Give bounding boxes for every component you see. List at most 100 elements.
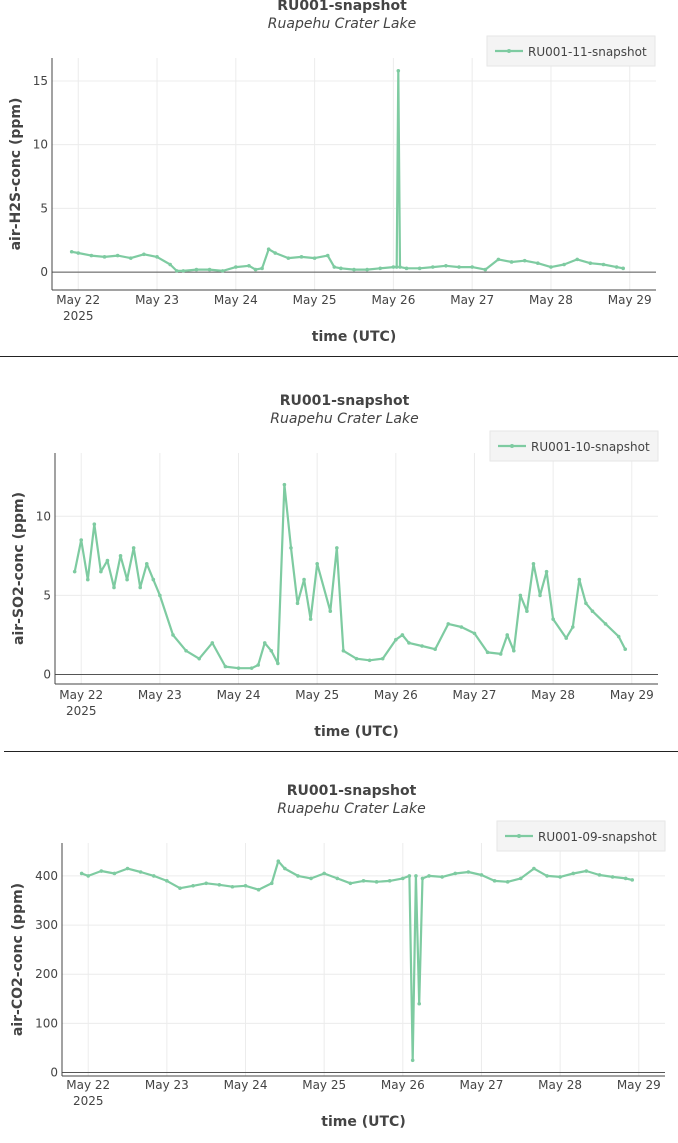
- data-point: [577, 577, 582, 582]
- data-point: [519, 876, 523, 881]
- data-point: [601, 262, 606, 267]
- data-point: [394, 637, 398, 642]
- data-point: [283, 866, 287, 871]
- data-point: [295, 601, 300, 606]
- data-point: [210, 641, 215, 645]
- data-point: [325, 253, 330, 258]
- data-point: [479, 873, 484, 877]
- data-point: [621, 266, 625, 271]
- data-point: [92, 522, 97, 526]
- data-point: [378, 266, 383, 271]
- data-point: [86, 874, 91, 878]
- data-point: [76, 251, 81, 255]
- x-tick-label: May 22: [66, 1078, 110, 1092]
- data-point: [184, 648, 188, 653]
- data-point: [401, 876, 405, 881]
- data-point: [302, 577, 306, 582]
- chart-title: RU001-snapshot: [280, 393, 410, 409]
- x-axis-title: time (UTC): [314, 724, 398, 740]
- data-point: [414, 874, 418, 878]
- x-tick-label: May 24: [224, 1078, 268, 1092]
- data-point: [194, 267, 199, 272]
- data-point: [151, 874, 156, 878]
- data-point: [518, 593, 523, 598]
- x-tick-label: May 29: [610, 688, 654, 702]
- data-point: [191, 883, 195, 888]
- x-tick-label: May 22: [56, 293, 100, 307]
- data-point: [253, 267, 258, 272]
- x-tick-label: May 22: [59, 688, 103, 702]
- data-point: [220, 269, 225, 273]
- chart-subtitle: Ruapehu Crater Lake: [268, 16, 416, 32]
- data-point: [630, 878, 635, 882]
- panel-divider: [0, 356, 678, 357]
- h2s-chart: RU001-snapshot Ruapehu Crater Lake 0 5 10 15 M…: [8, 0, 656, 345]
- data-point: [99, 569, 103, 574]
- x-tick-label: May 28: [531, 688, 575, 702]
- x-tick-label: May 26: [374, 688, 418, 702]
- data-point: [472, 631, 477, 636]
- data-point: [564, 636, 569, 640]
- series-line: [71, 69, 624, 272]
- data-point: [562, 262, 566, 267]
- data-point: [171, 633, 175, 637]
- data-point: [444, 263, 448, 268]
- x-tick-label: May 27: [453, 688, 497, 702]
- x-tick-label: May 24: [217, 688, 261, 702]
- data-point: [125, 577, 129, 582]
- data-point: [217, 882, 222, 887]
- legend-label: RU001-10-snapshot: [531, 440, 650, 454]
- data-point: [322, 871, 326, 876]
- data-point: [512, 648, 516, 653]
- legend-swatch-marker: [510, 444, 514, 448]
- data-point: [282, 482, 287, 487]
- data-point: [79, 871, 84, 876]
- data-point: [420, 644, 424, 648]
- x-tick-label: May 29: [617, 1078, 661, 1092]
- data-point: [440, 875, 444, 879]
- series-line: [81, 860, 633, 1062]
- data-point: [112, 585, 116, 590]
- data-point: [269, 648, 274, 653]
- data-point: [273, 251, 278, 255]
- data-point: [623, 876, 628, 881]
- y-axis-title: air-CO2-conc (ppm): [10, 883, 26, 1036]
- y-tick-label: 15: [33, 74, 48, 88]
- x-tick-label: May 25: [295, 688, 339, 702]
- data-point: [308, 617, 313, 621]
- legend-label: RU001-11-snapshot: [528, 45, 647, 59]
- data-point: [309, 876, 313, 881]
- x-tick-label: May 29: [608, 293, 652, 307]
- chart-title: RU001-snapshot: [277, 0, 407, 14]
- data-point: [332, 265, 337, 269]
- data-point: [144, 561, 149, 566]
- data-point: [335, 546, 339, 550]
- data-point: [433, 647, 437, 651]
- data-point: [623, 647, 628, 651]
- data-point: [365, 267, 369, 272]
- data-point: [570, 625, 575, 629]
- data-point: [505, 880, 510, 884]
- data-point: [335, 876, 340, 881]
- data-point: [396, 68, 401, 73]
- y-axis-title: air-H2S-conc (ppm): [8, 98, 24, 251]
- data-point: [266, 247, 271, 252]
- data-point: [492, 879, 497, 883]
- data-point: [223, 664, 228, 669]
- data-point: [341, 648, 346, 653]
- data-point: [616, 634, 621, 639]
- x-tick-label: May 27: [450, 293, 494, 307]
- data-point: [361, 879, 366, 883]
- data-point: [531, 561, 536, 566]
- x-tick-year-label: 2025: [63, 309, 94, 323]
- x-axis-title: time (UTC): [321, 1114, 405, 1130]
- data-point: [485, 650, 490, 655]
- data-point: [155, 255, 159, 259]
- data-point: [584, 601, 588, 606]
- data-point: [165, 879, 169, 883]
- data-point: [236, 666, 241, 670]
- data-point: [459, 625, 464, 629]
- data-point: [417, 266, 422, 271]
- data-point: [584, 869, 589, 873]
- data-point: [315, 561, 319, 566]
